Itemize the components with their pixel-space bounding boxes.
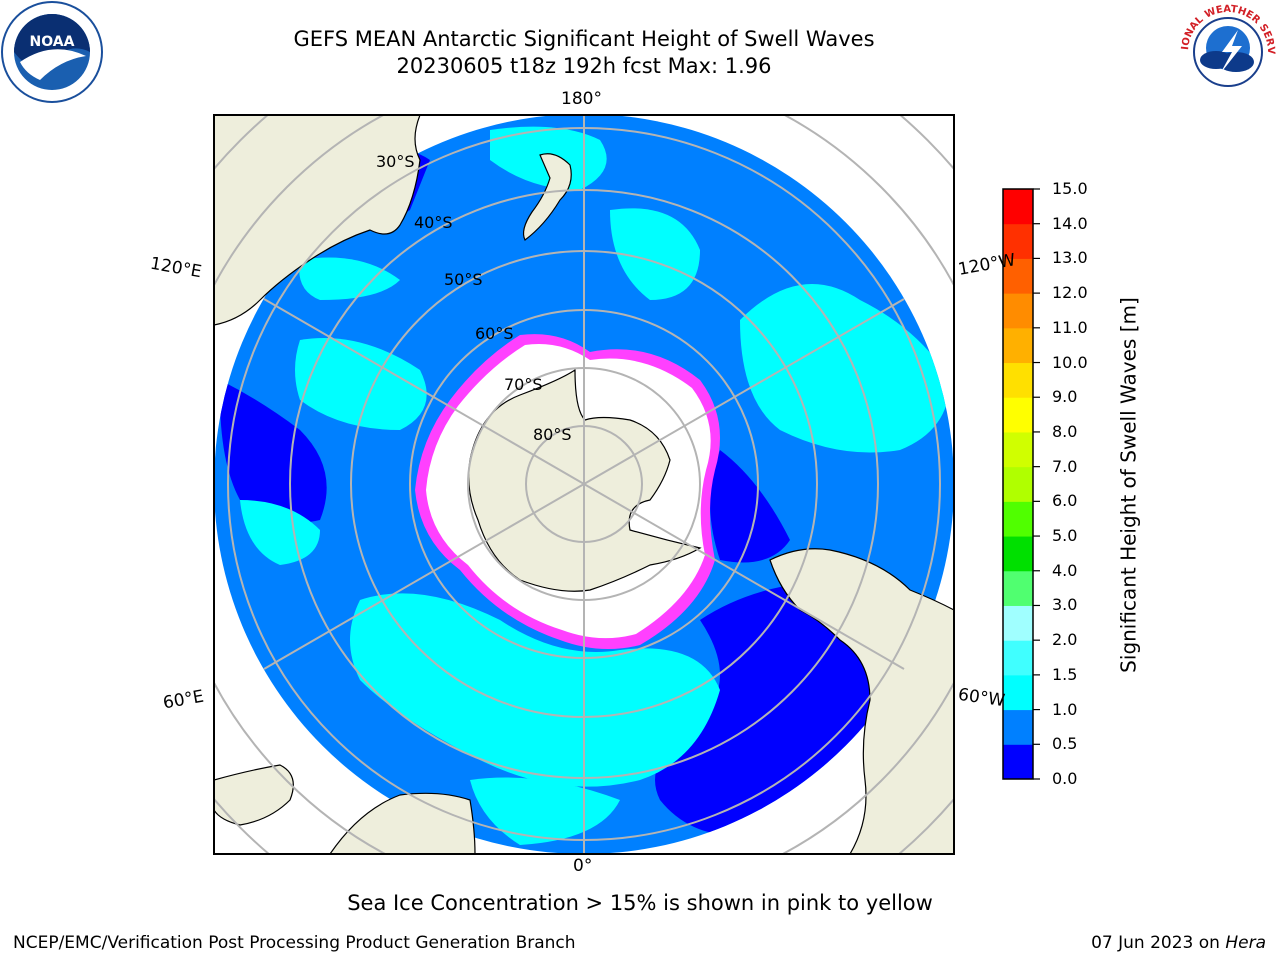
- colorbar-tick-label: 7.0: [1052, 456, 1078, 476]
- mid-swell-region-ne: [610, 208, 700, 300]
- continents: [214, 115, 954, 854]
- colorbar-tick-label: 9.0: [1052, 387, 1078, 407]
- footer-date: 07 Jun 2023 on Hera: [1091, 933, 1266, 953]
- mid-swell-region-west: [295, 338, 427, 430]
- colorbar-tick-label: 11.0: [1052, 317, 1088, 337]
- colorbar-tick-label: 10.0: [1052, 352, 1088, 372]
- map-frame: [213, 114, 955, 855]
- graticule: [214, 115, 954, 854]
- lon-label-180: 180°: [561, 89, 602, 109]
- south-america-land: [769, 548, 954, 854]
- colorbar-tick-label: 15.0: [1052, 179, 1088, 198]
- colorbar-cell: [1003, 223, 1033, 259]
- colorbar-cell: [1003, 431, 1033, 468]
- mid-swell-region-east: [740, 284, 950, 453]
- australia-land: [214, 115, 421, 326]
- colorbar-tick-label: 2.0: [1052, 630, 1078, 650]
- footer-branch: NCEP/EMC/Verification Post Processing Pr…: [13, 933, 576, 953]
- lat-label-80s: 80°S: [533, 425, 572, 444]
- colorbar-tick-label: 8.0: [1052, 421, 1078, 441]
- africa-land: [214, 764, 294, 826]
- colorbar-cell: [1003, 258, 1033, 294]
- svg-text:NOAA: NOAA: [30, 34, 75, 50]
- low-swell-region-w: [219, 380, 327, 523]
- lat-label-40s: 40°S: [414, 213, 453, 232]
- colorbar-cell: [1003, 189, 1033, 225]
- colorbar-tick-label: 1.5: [1052, 664, 1078, 684]
- colorbar-label: Significant Height of Swell Waves [m]: [1116, 297, 1141, 673]
- colorbar-tick-label: 0.5: [1052, 734, 1078, 754]
- colorbar-cell: [1003, 640, 1033, 676]
- nws-logo: NATIONAL WEATHER SERVICE: [1176, 0, 1278, 102]
- colorbar-tick-label: 6.0: [1052, 491, 1078, 511]
- colorbar-cell: [1003, 501, 1033, 537]
- lat-label-70s: 70°S: [504, 375, 543, 394]
- sea-ice-caption: Sea Ice Concentration > 15% is shown in …: [347, 891, 933, 915]
- colorbar-cell: [1003, 605, 1033, 641]
- colorbar-tick-label: 13.0: [1052, 248, 1088, 268]
- colorbar: [1003, 188, 1040, 780]
- colorbar-cell: [1003, 536, 1033, 572]
- mid-swell-region-south: [350, 593, 720, 787]
- low-swell-region-e: [710, 450, 790, 563]
- mid-swell-region-sw: [240, 500, 320, 565]
- lon-label-0: 0°: [573, 856, 593, 876]
- lat-label-50s: 50°S: [444, 270, 483, 289]
- colorbar-tick-label: 14.0: [1052, 213, 1088, 233]
- colorbar-tick-label: 3.0: [1052, 595, 1078, 615]
- chart-subtitle: 20230605 t18z 192h fcst Max: 1.96: [396, 54, 772, 78]
- colorbar-cell: [1003, 293, 1033, 329]
- colorbar-tick-label: 5.0: [1052, 526, 1078, 546]
- lat-label-30s: 30°S: [376, 152, 415, 171]
- mid-swell-region-w2: [299, 257, 400, 300]
- colorbar-cell: [1003, 744, 1033, 780]
- colorbar-tick-label: 12.0: [1052, 283, 1088, 303]
- colorbar-cell: [1003, 709, 1033, 745]
- colorbar-cell: [1003, 570, 1033, 606]
- colorbar-cell: [1003, 362, 1033, 398]
- colorbar-cell: [1003, 397, 1033, 433]
- colorbar-frame: [1002, 188, 1034, 780]
- colorbar-cell: [1003, 327, 1033, 364]
- colorbar-cell: [1003, 466, 1033, 502]
- colorbar-tick-label: 4.0: [1052, 560, 1078, 580]
- mid-swell-region-s2: [470, 777, 620, 845]
- chart-title: GEFS MEAN Antarctic Significant Height o…: [293, 27, 875, 51]
- colorbar-tick-label: 1.0: [1052, 699, 1078, 719]
- lat-label-60s: 60°S: [475, 324, 514, 343]
- colorbar-cell: [1003, 674, 1033, 711]
- noaa-logo: NOAA: [1, 1, 103, 103]
- new-zealand-land: [522, 153, 572, 241]
- colorbar-tick-label: 0.0: [1052, 769, 1078, 788]
